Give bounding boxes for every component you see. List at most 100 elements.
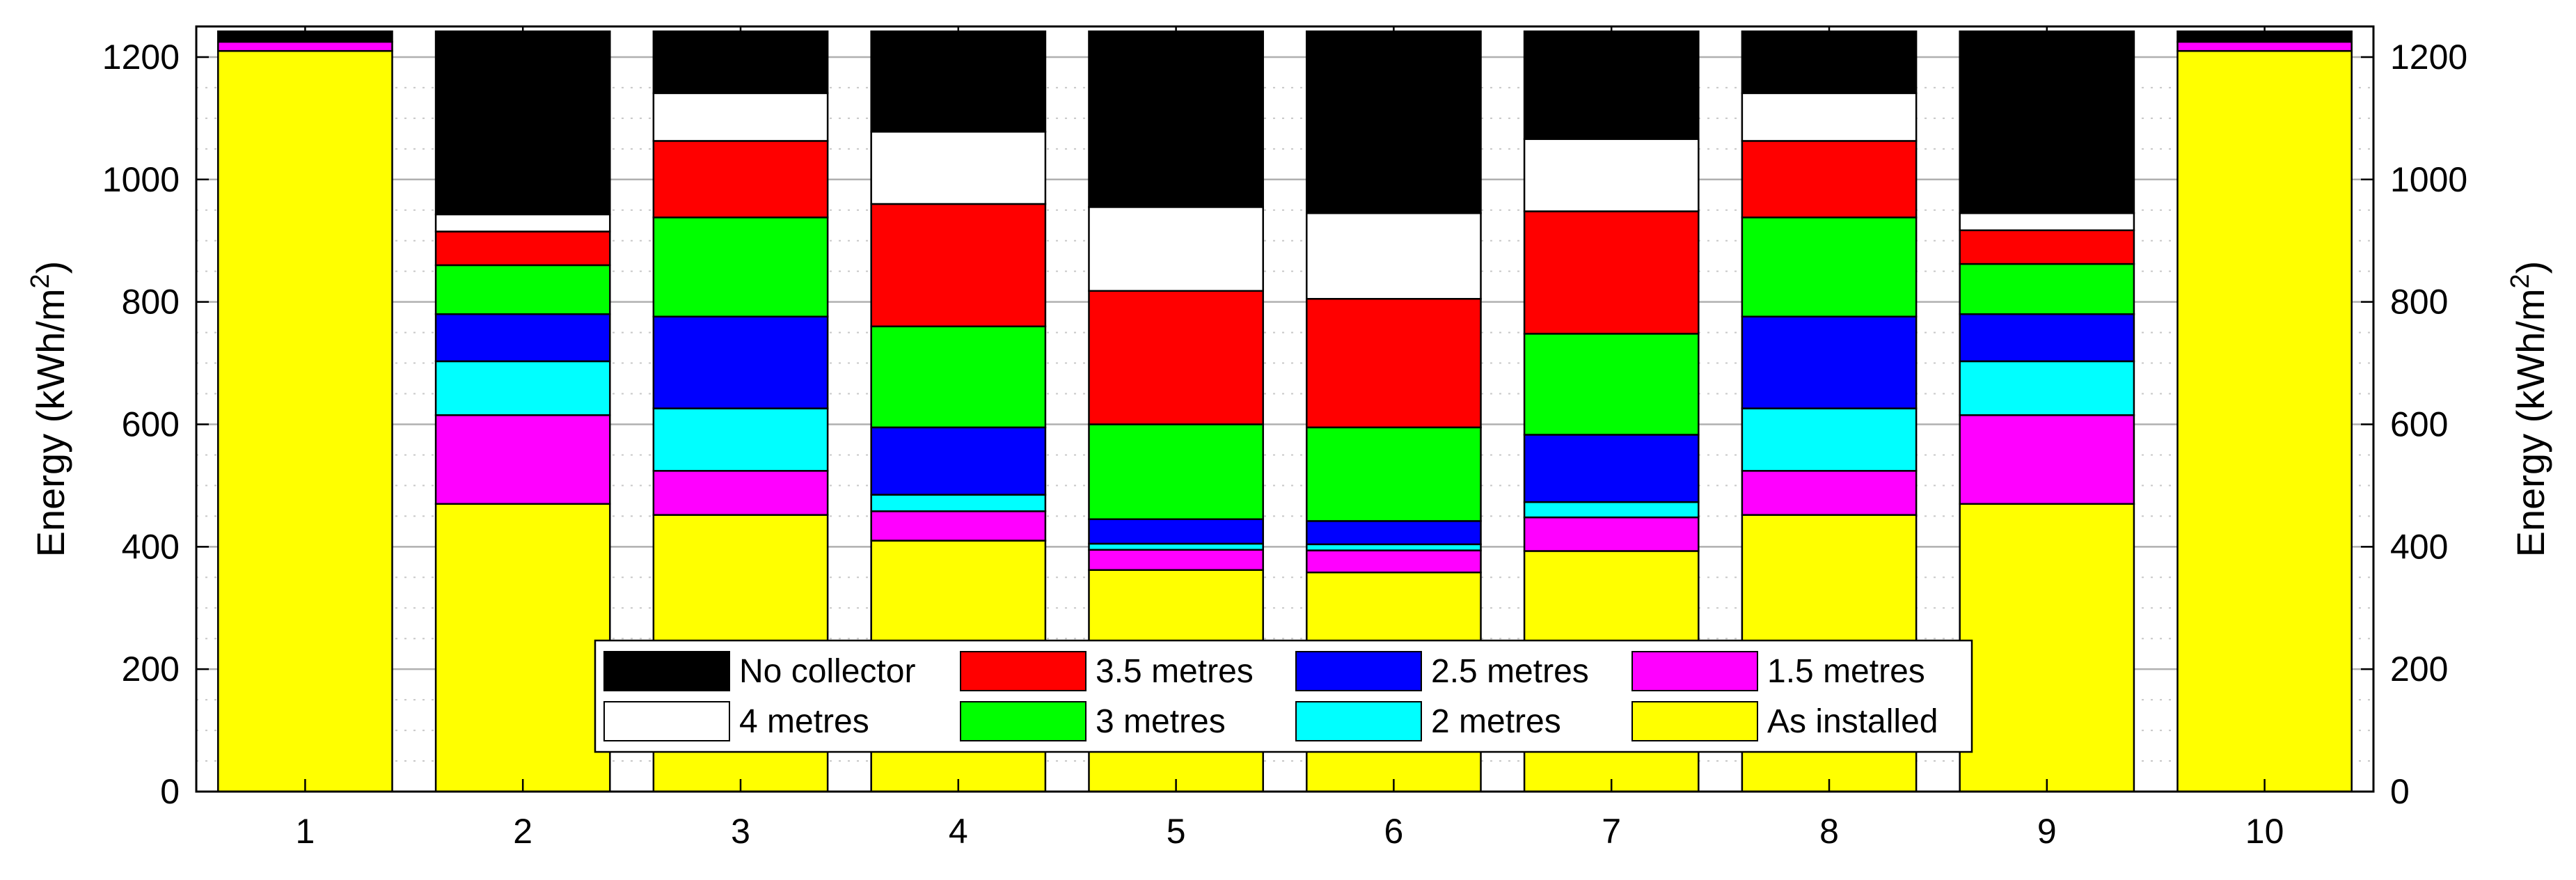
legend-label: 3 metres xyxy=(1096,703,1226,740)
bar-segment-3-3-metres xyxy=(652,217,829,317)
bar-segment-2-3-metres xyxy=(434,264,611,315)
bar-segment-4-2-5-metres xyxy=(870,426,1047,496)
y-tick-label-right: 1200 xyxy=(2390,38,2467,77)
bar-segment-4-3-5-metres xyxy=(870,203,1047,328)
bar-segment-3-3-5-metres xyxy=(652,140,829,219)
bar-segment-9-2-metres xyxy=(1959,360,2135,416)
y-axis-title-left-base: Energy (kWh/m xyxy=(29,288,72,557)
legend-label: 3.5 metres xyxy=(1096,653,1254,690)
bar-segment-5-3-metres xyxy=(1088,423,1264,521)
x-tick-label: 2 xyxy=(513,812,532,851)
bar-segment-9-no-collector xyxy=(1959,30,2135,214)
x-tick-label: 1 xyxy=(295,812,315,851)
y-axis-title-right-superscript: 2 xyxy=(2506,274,2535,288)
y-axis-title-left-superscript: 2 xyxy=(26,274,55,288)
x-tick-label: 5 xyxy=(1167,812,1186,851)
y-tick-label-right: 0 xyxy=(2390,772,2410,811)
bar-segment-2-1-5-metres xyxy=(434,414,611,505)
bar-segment-4-2-metres xyxy=(870,494,1047,512)
bar-segment-4-no-collector xyxy=(870,30,1047,133)
bar-segment-9-3-5-metres xyxy=(1959,229,2135,265)
legend-swatch xyxy=(1295,701,1422,741)
x-tick-label: 6 xyxy=(1384,812,1403,851)
bar-segment-5-no-collector xyxy=(1088,30,1264,208)
x-tick-label: 8 xyxy=(1819,812,1839,851)
bar-segment-8-3-metres xyxy=(1741,217,1918,317)
bar-segment-7-4-metres xyxy=(1523,138,1700,212)
legend-swatch xyxy=(603,651,730,691)
bar-segment-9-1-5-metres xyxy=(1959,414,2135,505)
legend-label: No collector xyxy=(739,653,915,690)
x-ticks: 1 2 3 4 5 6 7 8 9 10 xyxy=(295,26,2284,851)
y-tick-label-left: 800 xyxy=(122,283,180,322)
y-tick-label-left: 0 xyxy=(160,772,180,811)
bar-segment-3-2-metres xyxy=(652,407,829,472)
y-axis-title-right: Energy (kWh/m2) xyxy=(2506,261,2552,558)
y-tick-label-right: 800 xyxy=(2390,283,2448,322)
bar-segment-7-3-5-metres xyxy=(1523,210,1700,335)
bar-segment-1-as-installed xyxy=(217,49,393,793)
bar-segment-6-1-5-metres xyxy=(1306,549,1482,574)
y-ticks: 0 0 200 200 400 400 600 600 800 800 1000 1000 1200 12… xyxy=(102,38,2467,811)
bar-segment-8-3-5-metres xyxy=(1741,140,1918,219)
x-tick-label: 3 xyxy=(731,812,750,851)
legend-label: As installed xyxy=(1767,703,1938,740)
legend-label: 4 metres xyxy=(739,703,869,740)
legend-swatch xyxy=(960,701,1086,741)
bar-segment-9-4-metres xyxy=(1959,212,2135,232)
x-tick-label: 9 xyxy=(2037,812,2057,851)
bar-segment-5-1-5-metres xyxy=(1088,549,1264,571)
bar-segment-10-as-installed xyxy=(2176,49,2353,793)
bar-segment-7-2-5-metres xyxy=(1523,434,1700,503)
bar-segment-2-3-5-metres xyxy=(434,230,611,267)
y-tick-label-left: 1000 xyxy=(102,160,180,199)
bar-segment-6-2-metres xyxy=(1306,543,1482,551)
legend-swatch xyxy=(1631,651,1758,691)
bar-segment-8-1-5-metres xyxy=(1741,470,1918,516)
y-axis-title-right-close: ) xyxy=(2508,261,2552,274)
bar-segment-4-1-5-metres xyxy=(870,510,1047,542)
y-tick-label-right: 200 xyxy=(2390,650,2448,689)
bar-segment-3-4-metres xyxy=(652,92,829,142)
bar-segment-9-as-installed xyxy=(1959,503,2135,793)
legend-swatch xyxy=(603,701,730,741)
y-tick-label-left: 600 xyxy=(122,404,180,443)
y-tick-label-right: 1000 xyxy=(2390,160,2467,199)
y-tick-label-left: 400 xyxy=(122,527,180,566)
legend-swatch xyxy=(960,651,1086,691)
bar-segment-6-4-metres xyxy=(1306,212,1482,300)
bar-segment-10-1-5-metres xyxy=(2176,40,2353,52)
legend: No collector 3.5 metres 2.5 metres 1.5 metr… xyxy=(594,639,1973,753)
bar-segment-2-2-metres xyxy=(434,360,611,416)
plot-frame xyxy=(195,25,2375,793)
bar-segment-3-2-5-metres xyxy=(652,315,829,409)
x-tick-label: 7 xyxy=(1602,812,1621,851)
bar-segment-2-2-5-metres xyxy=(434,313,611,363)
bar-segment-5-4-metres xyxy=(1088,206,1264,292)
bar-segment-2-no-collector xyxy=(434,30,611,216)
bar-segment-3-1-5-metres xyxy=(652,470,829,516)
bar-segment-9-2-5-metres xyxy=(1959,313,2135,363)
legend-label: 2 metres xyxy=(1431,703,1561,740)
y-tick-label-right: 600 xyxy=(2390,404,2448,443)
bar-segment-7-1-5-metres xyxy=(1523,516,1700,552)
bar-segment-6-no-collector xyxy=(1306,30,1482,214)
bar-segment-5-2-metres xyxy=(1088,542,1264,551)
bar-segment-2-as-installed xyxy=(434,503,611,793)
bar-segment-8-2-5-metres xyxy=(1741,315,1918,409)
y-axis-title-left: Energy (kWh/m2) xyxy=(26,261,72,558)
y-axis-title-right-base: Energy (kWh/m xyxy=(2508,288,2552,557)
bar-segment-7-3-metres xyxy=(1523,333,1700,436)
bar-segment-4-4-metres xyxy=(870,130,1047,205)
bar-segment-1-1-5-metres xyxy=(217,40,393,52)
bar-segment-2-4-metres xyxy=(434,213,611,233)
legend-swatch xyxy=(1631,701,1758,741)
bar-segment-3-no-collector xyxy=(652,30,829,95)
bar-segment-7-2-metres xyxy=(1523,501,1700,519)
y-tick-label-right: 400 xyxy=(2390,527,2448,566)
y-tick-label-left: 200 xyxy=(122,650,180,689)
y-tick-label-left: 1200 xyxy=(102,38,180,77)
bar-segment-8-no-collector xyxy=(1741,30,1918,95)
